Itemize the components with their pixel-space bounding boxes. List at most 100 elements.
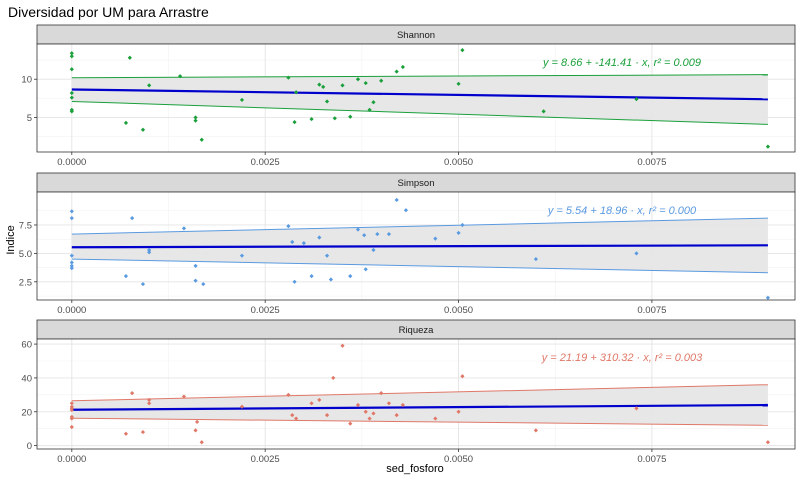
data-point	[309, 274, 314, 279]
data-point	[181, 394, 187, 399]
x-tick-label: 0.0075	[637, 305, 666, 316]
facet-panels: Shannon y = 8.66 + -141.41 · x, r² = 0.00…	[19, 24, 796, 465]
data-point	[321, 84, 326, 89]
data-point	[69, 67, 74, 72]
y-tick-label: 5	[27, 113, 32, 124]
data-point	[140, 281, 146, 287]
data-point	[394, 197, 399, 203]
data-point	[193, 278, 198, 283]
data-point	[69, 90, 74, 96]
data-point	[290, 239, 295, 245]
data-point	[317, 397, 322, 403]
panel-riqueza: Riqueza y = 21.19 + 310.32 · x, r² = 0.00…	[21, 319, 796, 465]
data-point	[130, 216, 135, 221]
x-tick-label: 0.0000	[57, 305, 86, 316]
data-point	[193, 118, 198, 123]
x-tick-label: 0.0050	[444, 157, 473, 168]
data-point	[69, 216, 74, 221]
data-point	[332, 116, 337, 121]
data-point	[140, 127, 146, 132]
data-point	[130, 391, 135, 396]
regression-line	[71, 88, 768, 101]
data-point	[309, 401, 314, 406]
data-point	[456, 81, 461, 86]
data-point	[292, 279, 297, 284]
data-point	[340, 343, 345, 348]
data-point	[375, 231, 380, 237]
data-point	[147, 401, 152, 406]
y-tick-label: 7.5	[19, 220, 32, 231]
data-point	[290, 413, 295, 418]
regression-equation: y = 21.19 + 310.32 · x, r² = 0.003	[541, 352, 703, 364]
data-point	[403, 208, 409, 213]
data-point	[331, 375, 336, 381]
data-point	[317, 235, 322, 240]
data-point	[367, 416, 372, 421]
x-tick-label: 0.0050	[444, 454, 473, 465]
data-point	[400, 402, 405, 408]
data-point	[363, 409, 368, 414]
data-point	[147, 83, 152, 88]
y-tick-label: 2.5	[19, 277, 32, 288]
x-tick-label: 0.0000	[57, 157, 86, 168]
data-point	[69, 266, 74, 271]
confidence-band	[71, 74, 768, 125]
data-point	[348, 274, 353, 279]
data-point	[193, 428, 198, 433]
data-point	[69, 54, 74, 59]
data-point	[371, 411, 376, 416]
data-point	[394, 69, 399, 74]
data-point	[355, 402, 361, 408]
data-point	[147, 247, 152, 253]
data-point	[239, 404, 245, 409]
panel-border	[36, 43, 796, 153]
data-point	[348, 421, 353, 426]
data-point	[379, 391, 384, 396]
x-tick-label: 0.0025	[251, 305, 280, 316]
x-tick-label: 0.0000	[57, 454, 86, 465]
data-point	[765, 144, 771, 149]
data-point	[286, 392, 291, 397]
x-tick-label: 0.0050	[444, 305, 473, 316]
data-point	[239, 253, 245, 258]
y-tick-label: 60	[21, 340, 32, 351]
data-point	[400, 64, 405, 70]
facet-strip-label: Shannon	[397, 30, 435, 41]
facet-strip-label: Simpson	[398, 178, 435, 189]
data-point	[363, 80, 368, 86]
confidence-band	[71, 384, 768, 426]
data-point	[362, 233, 367, 238]
data-point	[355, 77, 361, 82]
data-point	[123, 431, 129, 436]
data-point	[340, 83, 345, 88]
chart-title: Diversidad por UM para Arrastre	[8, 4, 209, 20]
data-point	[69, 401, 74, 406]
x-tick-label: 0.0025	[251, 454, 280, 465]
regression-equation: y = 5.54 + 18.96 · x, r² = 0.000	[547, 205, 697, 217]
band-lower-line	[71, 417, 768, 426]
data-point	[199, 137, 204, 142]
data-point	[634, 97, 639, 102]
data-point	[69, 109, 74, 114]
x-tick-label: 0.0025	[251, 157, 280, 168]
data-point	[309, 116, 314, 122]
y-tick-label: 5.0	[19, 249, 32, 260]
data-point	[456, 409, 461, 414]
data-point	[456, 230, 461, 236]
data-point	[328, 277, 334, 282]
panel-simpson: Simpson y = 5.54 + 18.96 · x, r² = 0.000 2…	[19, 172, 796, 316]
band-upper-line	[71, 384, 768, 402]
data-point	[69, 260, 74, 265]
data-point	[301, 241, 306, 246]
data-point	[69, 51, 74, 56]
data-point	[324, 413, 330, 418]
band-lower-line	[71, 258, 768, 274]
data-point	[394, 413, 399, 418]
data-point	[460, 222, 465, 228]
y-axis-title: Indice	[5, 225, 17, 254]
regression-line	[71, 403, 768, 411]
data-point	[69, 416, 74, 421]
data-point	[69, 407, 74, 413]
data-point	[69, 95, 74, 100]
y-tick-label: 40	[21, 373, 32, 384]
